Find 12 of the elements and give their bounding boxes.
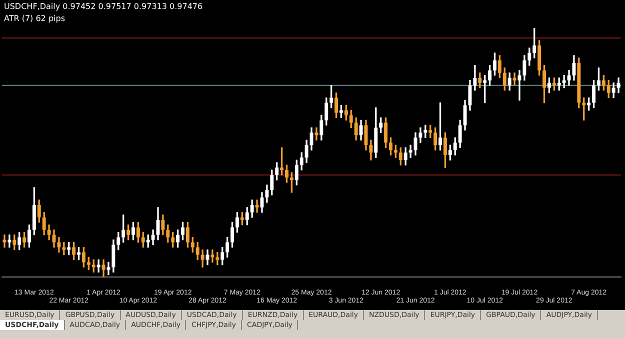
candlestick (96, 259, 100, 273)
candlestick (562, 75, 566, 88)
candlestick (408, 144, 412, 158)
text: ATR (7) 62 pips (4, 14, 65, 23)
candlestick (106, 262, 110, 276)
chart-title: USDCHF,Daily 0.97452 0.97517 0.97313 0.97476 (4, 2, 203, 11)
candlestick (255, 200, 259, 213)
candlestick (2, 234, 6, 248)
candlestick (8, 234, 12, 248)
candlestick (512, 72, 516, 86)
candlestick (314, 127, 318, 140)
candlestick (210, 249, 214, 263)
